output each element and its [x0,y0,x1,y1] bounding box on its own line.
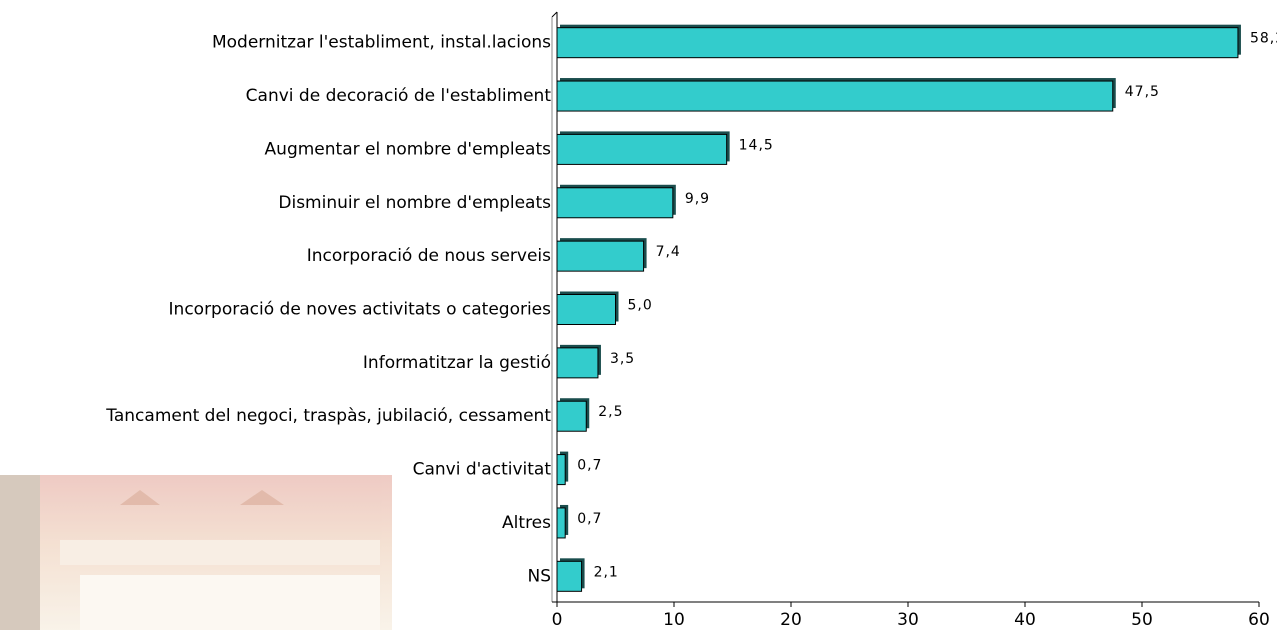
value-label: 14,5 [739,137,774,153]
bar [556,133,728,165]
x-tick-label: 50 [1131,610,1153,630]
category-label: Augmentar el nombre d'empleats [265,139,552,159]
x-tick-label: 0 [552,610,563,630]
value-label: 47,5 [1125,84,1160,100]
category-label: Incorporació de noves activitats o categ… [169,300,552,320]
category-label: Informatitzar la gestió [363,353,551,373]
category-label: Disminuir el nombre d'empleats [278,193,551,213]
bar [556,27,1239,59]
axis-wall [551,11,558,18]
value-label: 0,7 [577,458,602,474]
bar [556,507,566,539]
value-label: 3,5 [610,351,635,367]
x-tick-label: 20 [780,610,802,630]
category-label: Tancament del negoci, traspàs, jubilació… [105,406,551,426]
background-photo [0,475,392,630]
bar [556,294,616,325]
value-label: 5,0 [628,298,653,314]
bar [556,400,587,432]
bar [556,560,583,592]
category-label: Incorporació de nous serveis [307,246,551,266]
bar [556,187,674,219]
category-label: Altres [502,513,551,533]
category-label: Modernitzar l'establiment, instal.lacion… [212,33,551,53]
bar [556,347,599,379]
value-label: 0,7 [577,511,602,527]
x-tick-label: 10 [663,610,685,630]
value-label: 9,9 [685,191,710,207]
category-label: Canvi d'activitat [413,460,552,480]
bar [556,80,1114,112]
category-label: NS [527,566,551,586]
value-label: 2,1 [594,564,619,580]
value-label: 58,2 [1250,31,1277,47]
value-label: 7,4 [656,244,681,260]
x-tick-label: 30 [897,610,919,630]
x-tick-label: 40 [1014,610,1036,630]
bar [556,240,645,272]
bar [556,454,566,486]
x-tick-label: 60 [1248,610,1270,630]
value-label: 2,5 [598,404,623,420]
category-label: Canvi de decoració de l'establiment [246,86,552,106]
